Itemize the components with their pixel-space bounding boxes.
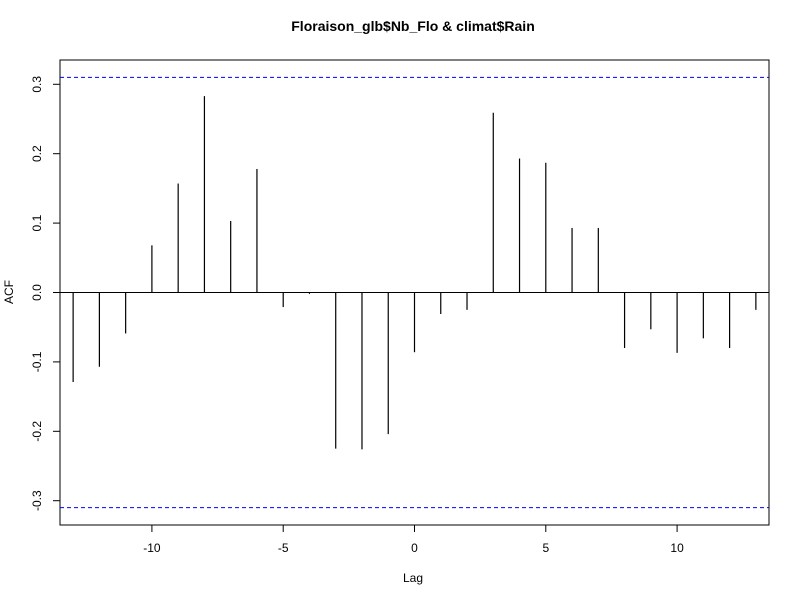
- x-tick-label: 5: [542, 541, 549, 555]
- chart-title: Floraison_glb$Nb_Flo & climat$Rain: [291, 18, 535, 34]
- x-tick-label: 10: [670, 541, 684, 555]
- y-axis-title: ACF: [2, 280, 16, 304]
- y-tick-label: -0.1: [30, 351, 44, 372]
- y-tick-label: -0.2: [30, 421, 44, 442]
- x-tick-label: -10: [143, 541, 161, 555]
- y-tick-label: 0.2: [30, 145, 44, 162]
- x-axis: -10 -5 0 5 10: [143, 524, 684, 555]
- y-tick-label: 0.1: [30, 214, 44, 231]
- y-tick-label: -0.3: [30, 490, 44, 511]
- x-tick-label: 0: [411, 541, 418, 555]
- y-tick-label: 0.0: [30, 284, 44, 301]
- x-axis-title: Lag: [403, 571, 423, 585]
- y-axis: -0.3 -0.2 -0.1 0.0 0.1 0.2 0.3: [30, 76, 61, 511]
- x-tick-label: -5: [278, 541, 289, 555]
- y-tick-label: 0.3: [30, 76, 44, 93]
- confidence-bands: [60, 76, 769, 509]
- acf-bars: [72, 96, 757, 450]
